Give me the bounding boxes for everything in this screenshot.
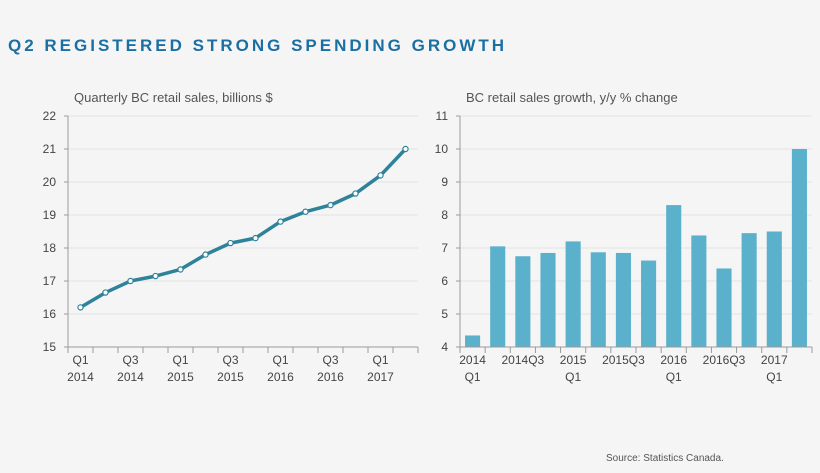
line-data-point bbox=[302, 208, 309, 215]
line-data-point bbox=[202, 251, 209, 258]
line-data-point bbox=[102, 289, 109, 296]
bar bbox=[465, 335, 481, 347]
bar-chart-x-tick-label: Q1 bbox=[666, 370, 682, 384]
bar-chart-y-tick-label: 8 bbox=[441, 208, 448, 222]
line-data-point bbox=[277, 218, 284, 225]
line-chart-x-tick-label: Q1 bbox=[172, 353, 188, 367]
line-chart-y-tick-label: 18 bbox=[43, 241, 57, 255]
bar-chart-x-tick-label: Q1 bbox=[766, 370, 782, 384]
line-series-path bbox=[78, 147, 408, 310]
bar bbox=[716, 268, 732, 347]
bar bbox=[766, 231, 782, 347]
bar bbox=[791, 149, 807, 347]
bar-chart-y-tick-label: 10 bbox=[435, 142, 449, 156]
bar-chart-x-tick-label: 2014 bbox=[459, 353, 486, 367]
bar bbox=[641, 260, 657, 347]
line-chart-x-tick-label: Q1 bbox=[272, 353, 288, 367]
line-chart-x-tick-label: 2016 bbox=[317, 370, 344, 384]
bar bbox=[666, 205, 682, 347]
line-data-point bbox=[327, 201, 334, 209]
bar bbox=[490, 246, 506, 347]
line-data-point bbox=[227, 239, 234, 247]
bar-chart-x-tick-label: Q1 bbox=[465, 370, 481, 384]
bar-chart-title: BC retail sales growth, y/y % change bbox=[466, 90, 678, 105]
page-title: Q2 REGISTERED STRONG SPENDING GROWTH bbox=[8, 36, 508, 55]
bar-chart-x-tick-label: 2014Q3 bbox=[502, 353, 545, 367]
bar bbox=[540, 252, 556, 347]
bar-chart-x-tick-label: 2016 bbox=[660, 353, 687, 367]
bar-chart-x-tick-label: 2016Q3 bbox=[703, 353, 746, 367]
bar bbox=[515, 256, 531, 347]
line-data-point bbox=[77, 304, 84, 311]
line-chart-y-tick-label: 15 bbox=[43, 340, 57, 354]
line-data-point bbox=[177, 266, 184, 273]
bar bbox=[741, 233, 757, 347]
source-note: Source: Statistics Canada. bbox=[606, 453, 724, 464]
line-data-point bbox=[152, 272, 159, 280]
bar-chart-y-tick-label: 4 bbox=[441, 340, 448, 354]
line-data-point bbox=[127, 277, 134, 285]
bar bbox=[691, 235, 707, 347]
line-chart-y-tick-label: 17 bbox=[43, 274, 57, 288]
line-chart-y-tick-label: 16 bbox=[43, 307, 57, 321]
bar bbox=[615, 252, 631, 347]
line-data-point bbox=[377, 172, 384, 179]
line-chart-x-tick-label: 2015 bbox=[167, 370, 194, 384]
line-chart-x-tick-label: Q3 bbox=[122, 353, 138, 367]
line-chart-x-tick-label: Q1 bbox=[372, 353, 388, 367]
line-chart-x-tick-label: 2014 bbox=[67, 370, 94, 384]
line-chart-x-tick-label: 2014 bbox=[117, 370, 144, 384]
line-chart-x-tick-label: Q3 bbox=[222, 353, 238, 367]
line-data-point bbox=[252, 234, 259, 242]
line-chart-y-tick-label: 22 bbox=[43, 109, 57, 123]
bar-chart-x-tick-label: 2017 bbox=[761, 353, 788, 367]
bar-chart-x-tick-label: 2015 bbox=[560, 353, 587, 367]
bar-chart-y-tick-label: 11 bbox=[436, 109, 449, 123]
bar-chart-y-tick-label: 9 bbox=[441, 175, 448, 189]
bar-chart-x-tick-label: Q1 bbox=[565, 370, 581, 384]
line-chart-x-tick-label: 2017 bbox=[367, 370, 394, 384]
bar-chart-y-tick-label: 7 bbox=[441, 241, 448, 255]
bar-chart-x-tick-label: 2015Q3 bbox=[602, 353, 645, 367]
line-chart-y-tick-label: 19 bbox=[43, 208, 57, 222]
line-chart-x-tick-label: 2015 bbox=[217, 370, 244, 384]
line-chart-x-tick-label: Q1 bbox=[72, 353, 88, 367]
line-data-point bbox=[402, 145, 409, 153]
bar bbox=[565, 241, 581, 347]
line-data-point bbox=[352, 190, 359, 197]
bar bbox=[590, 252, 606, 347]
line-chart-x-tick-label: Q3 bbox=[322, 353, 338, 367]
bar-chart-y-tick-label: 5 bbox=[441, 307, 448, 321]
line-chart-y-tick-label: 21 bbox=[43, 142, 57, 156]
line-chart-y-tick-label: 20 bbox=[43, 175, 57, 189]
line-chart-x-tick-label: 2016 bbox=[267, 370, 294, 384]
bar-chart-y-tick-label: 6 bbox=[441, 274, 448, 288]
line-chart-title: Quarterly BC retail sales, billions $ bbox=[74, 90, 273, 105]
